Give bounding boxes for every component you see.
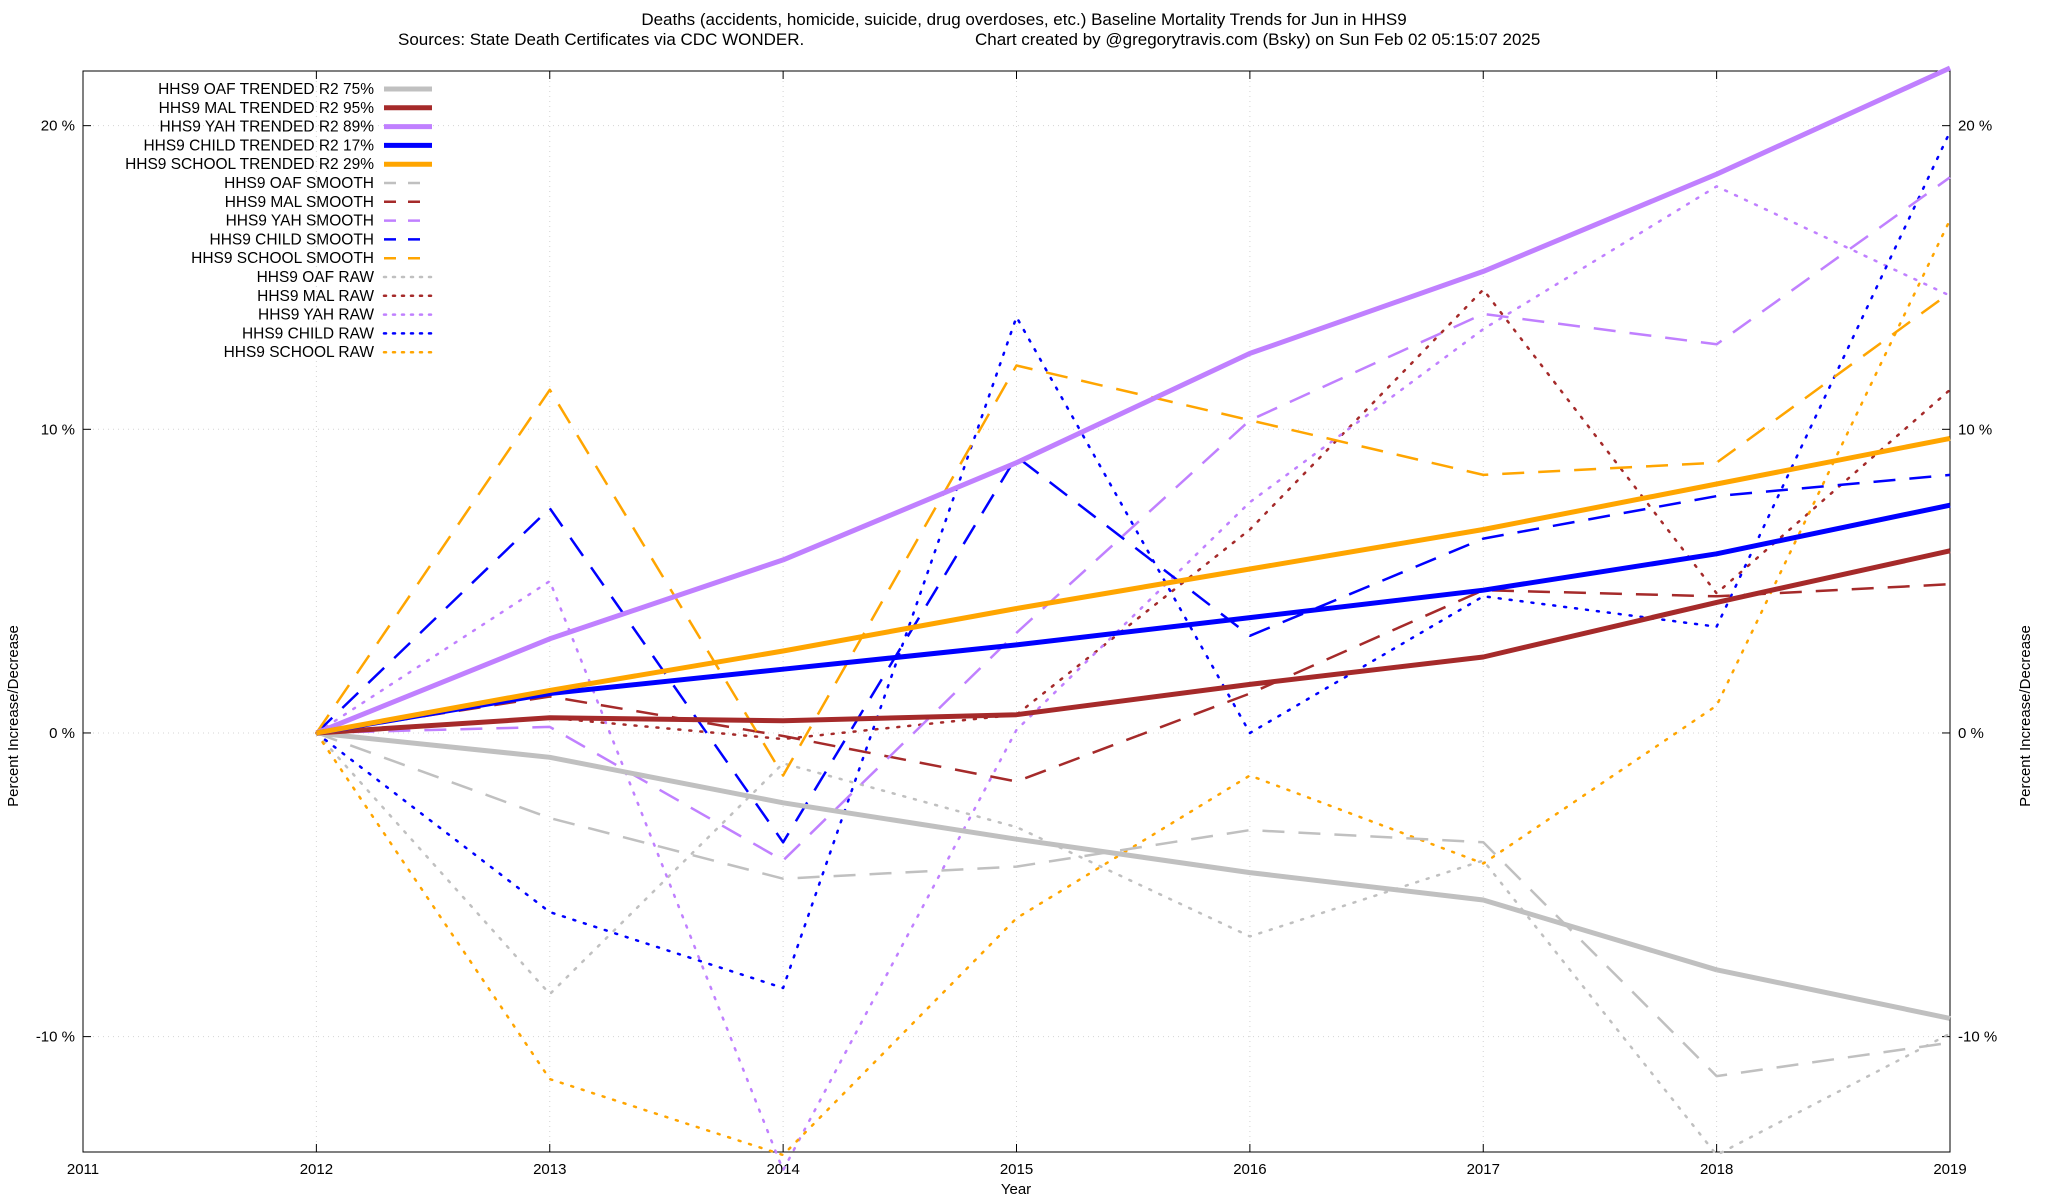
legend-label: HHS9 OAF TRENDED R2 75%: [158, 81, 374, 98]
series-line-2: [316, 548, 1951, 736]
y-tick-label-right: 10 %: [1958, 421, 1992, 438]
y-tick-label-right: 0 %: [1958, 725, 1984, 742]
chart-subtitle-source: Sources: State Death Certificates via CD…: [398, 30, 804, 49]
x-tick-label: 2016: [1233, 1161, 1266, 1178]
series-line-1: [316, 730, 1951, 1021]
legend-label: HHS9 SCHOOL SMOOTH: [191, 250, 374, 267]
legend-label: HHS9 CHILD TRENDED R2 17%: [143, 137, 374, 154]
legend: HHS9 OAF TRENDED R2 75% HHS9 MAL TRENDED …: [125, 81, 434, 361]
series-line-9: [315, 455, 1951, 844]
series-line-4: [315, 502, 1951, 736]
series-line-8: [316, 176, 1951, 862]
y-tick-label-left: -10 %: [36, 1029, 75, 1046]
y-axis-label-left: Percent Increase/Decrease: [5, 625, 22, 807]
series-line-10: [315, 291, 1951, 777]
series-line-14: [315, 130, 1952, 990]
x-tick-label: 2012: [300, 1161, 333, 1178]
y-tick-label-left: 0 %: [49, 725, 75, 742]
series-line-11: [315, 731, 1952, 1157]
y-tick-label-right: -10 %: [1958, 1029, 1997, 1046]
series-line-6: [315, 731, 1951, 1078]
chart-title: Deaths (accidents, homicide, suicide, dr…: [641, 10, 1406, 29]
x-tick-label: 2018: [1700, 1161, 1733, 1178]
plot-series: [315, 65, 1952, 1172]
legend-label: HHS9 OAF SMOOTH: [224, 175, 374, 192]
y-tick-label-left: 10 %: [41, 421, 75, 438]
x-tick-label: 2013: [533, 1161, 566, 1178]
axes: 2011 2012 2013 2014 2015 2016 2017 2018 2019-10 …: [36, 70, 1997, 1178]
x-tick-label: 2019: [1933, 1161, 1966, 1178]
x-tick-label: 2017: [1467, 1161, 1500, 1178]
legend-label: HHS9 MAL RAW: [257, 288, 374, 305]
series-line-13: [315, 185, 1952, 1172]
x-tick-label: 2011: [67, 1161, 99, 1178]
legend-label: HHS9 CHILD SMOOTH: [210, 231, 375, 248]
legend-label: HHS9 CHILD RAW: [242, 325, 374, 342]
chart-subtitle-credit: Chart created by @gregorytravis.com (Bsk…: [975, 30, 1540, 49]
y-tick-label-right: 20 %: [1958, 118, 1992, 135]
y-tick-label-left: 20 %: [41, 118, 75, 135]
series-line-5: [315, 435, 1951, 736]
legend-label: HHS9 YAH RAW: [258, 307, 374, 324]
series-line-15: [315, 218, 1952, 1157]
y-axis-label-right: Percent Increase/Decrease: [2017, 625, 2034, 807]
series-line-12: [315, 288, 1952, 741]
x-tick-label: 2015: [1000, 1161, 1033, 1178]
legend-label: HHS9 OAF RAW: [257, 269, 375, 286]
legend-label: HHS9 YAH SMOOTH: [226, 213, 374, 230]
legend-label: HHS9 SCHOOL RAW: [224, 344, 375, 361]
x-axis-label: Year: [1001, 1181, 1031, 1198]
legend-label: HHS9 MAL TRENDED R2 95%: [159, 100, 375, 117]
series-line-3: [315, 65, 1952, 736]
legend-label: HHS9 SCHOOL TRENDED R2 29%: [125, 156, 374, 173]
series-line-7: [316, 582, 1951, 783]
legend-label: HHS9 YAH TRENDED R2 89%: [160, 119, 375, 136]
legend-label: HHS9 MAL SMOOTH: [225, 194, 374, 211]
